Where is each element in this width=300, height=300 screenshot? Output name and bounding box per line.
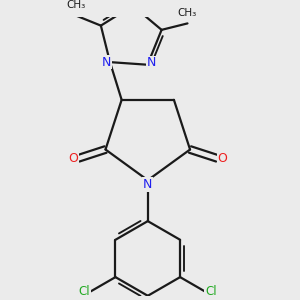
Text: O: O <box>68 152 78 165</box>
Text: N: N <box>102 56 111 69</box>
Text: Cl: Cl <box>79 285 90 298</box>
Text: O: O <box>218 152 227 165</box>
Text: Cl: Cl <box>205 285 217 298</box>
Text: CH₃: CH₃ <box>178 8 197 18</box>
Text: N: N <box>143 178 152 191</box>
Text: N: N <box>146 56 156 70</box>
Text: CH₃: CH₃ <box>67 0 86 10</box>
